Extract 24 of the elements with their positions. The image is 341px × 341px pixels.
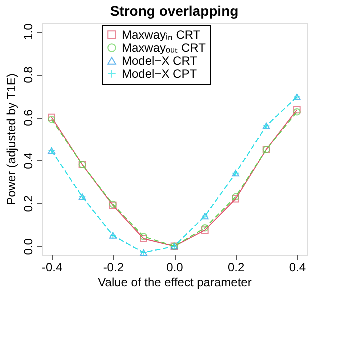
point — [48, 114, 56, 122]
y-tick-label: 0.6 — [22, 109, 36, 126]
legend-label: Maxwayₒᵤₜ CRT — [122, 41, 207, 55]
x-tick-label: 0.4 — [289, 260, 306, 274]
y-tick-label: 0.8 — [22, 66, 36, 84]
point — [140, 233, 148, 240]
point — [294, 106, 301, 114]
x-tick-label: 0.2 — [228, 260, 246, 274]
point — [140, 235, 148, 243]
y-tick-label: 0.4 — [22, 152, 36, 170]
point — [202, 224, 209, 232]
y-axis-title: Power (adjusted by T1E) — [4, 74, 18, 206]
x-tick-label: 0.0 — [166, 260, 184, 274]
x-tick-label: -0.2 — [103, 260, 124, 274]
y-tick-label: 0.0 — [22, 238, 36, 256]
legend-label: Model−X CPT — [122, 67, 198, 81]
legend-label: Model−X CRT — [122, 54, 198, 68]
point — [48, 116, 56, 124]
x-tick-label: -0.4 — [42, 260, 63, 274]
y-tick-label: 0.2 — [22, 195, 36, 212]
y-tick-label: 1.0 — [22, 23, 36, 40]
legend-label: Maxwayᵢₙ CRT — [122, 28, 202, 42]
x-axis-title: Value of the effect parameter — [98, 276, 252, 290]
chart-title: Strong overlapping — [110, 3, 239, 19]
